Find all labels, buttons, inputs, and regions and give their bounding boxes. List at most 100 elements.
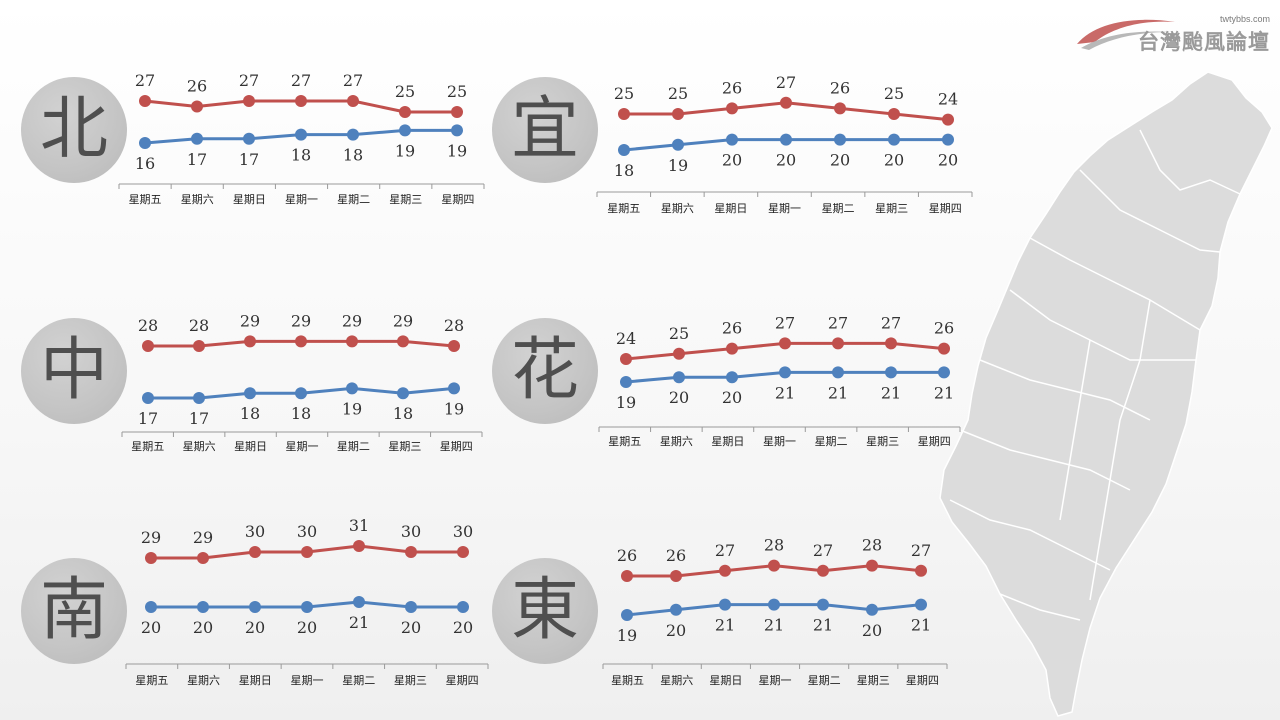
low-point-yilan	[726, 133, 738, 146]
low-point-hualien	[779, 366, 791, 379]
high-point-central	[193, 340, 205, 352]
low-value-label-central: 17	[138, 409, 158, 428]
high-point-south	[405, 546, 417, 558]
high-value-label-hualien: 27	[775, 313, 795, 332]
low-value-label-south: 20	[297, 618, 317, 637]
high-value-label-east: 26	[666, 546, 686, 565]
x-tick-label-central: 星期二	[337, 440, 370, 453]
x-tick-label-east: 星期一	[759, 674, 792, 687]
high-point-east	[866, 559, 878, 572]
high-value-label-south: 30	[297, 522, 317, 541]
low-point-south	[249, 601, 261, 613]
high-point-east	[719, 564, 731, 577]
high-point-south	[145, 552, 157, 564]
high-value-label-yilan: 25	[668, 84, 688, 103]
low-point-south	[405, 601, 417, 613]
x-tick-label-east: 星期五	[611, 674, 644, 687]
high-value-label-south: 29	[141, 528, 161, 547]
high-value-label-north: 27	[239, 71, 259, 90]
x-tick-label-central: 星期日	[234, 440, 267, 453]
high-value-label-east: 28	[862, 536, 882, 555]
high-value-label-south: 31	[349, 516, 369, 535]
x-tick-label-east: 星期二	[808, 674, 841, 687]
low-value-label-central: 18	[240, 404, 260, 423]
low-value-label-central: 17	[189, 409, 209, 428]
low-value-label-south: 21	[349, 613, 369, 632]
high-point-yilan	[834, 102, 846, 115]
low-point-yilan	[672, 138, 684, 151]
low-point-east	[621, 609, 633, 621]
x-tick-label-yilan: 星期五	[607, 202, 640, 215]
high-value-label-yilan: 26	[830, 78, 850, 97]
low-point-east	[768, 598, 780, 611]
high-value-label-central: 28	[444, 316, 464, 335]
x-tick-label-east: 星期日	[709, 674, 742, 687]
high-value-label-central: 29	[393, 311, 413, 330]
low-point-yilan	[618, 144, 630, 156]
region-label-central: 中	[39, 331, 108, 410]
x-tick-label-central: 星期六	[183, 440, 216, 453]
low-point-central	[346, 382, 358, 395]
low-value-label-central: 19	[444, 399, 464, 418]
x-tick-label-hualien: 星期一	[763, 435, 796, 448]
low-point-yilan	[888, 133, 900, 146]
low-point-south	[197, 601, 209, 613]
high-point-central	[346, 335, 358, 348]
low-point-south	[301, 601, 313, 613]
high-value-label-hualien: 27	[828, 313, 848, 332]
high-value-label-yilan: 27	[776, 73, 796, 92]
high-point-east	[817, 564, 829, 577]
high-value-label-south: 30	[401, 522, 421, 541]
low-point-east	[670, 603, 682, 616]
x-tick-label-yilan: 星期一	[768, 202, 801, 215]
brand-url: twtybbs.com	[1219, 14, 1270, 24]
low-value-label-central: 18	[393, 404, 413, 423]
x-tick-label-south: 星期日	[239, 674, 272, 687]
low-point-hualien	[726, 371, 738, 384]
high-value-label-south: 30	[245, 522, 265, 541]
low-value-label-central: 18	[291, 404, 311, 423]
x-tick-label-hualien: 星期六	[660, 435, 693, 448]
high-value-label-east: 27	[715, 541, 735, 560]
high-point-south	[197, 552, 209, 564]
high-value-label-central: 29	[342, 311, 362, 330]
high-value-label-yilan: 25	[614, 84, 634, 103]
low-value-label-north: 16	[135, 154, 155, 173]
county-borders	[949, 129, 1241, 621]
low-value-label-hualien: 21	[775, 383, 795, 402]
high-value-label-hualien: 26	[934, 319, 954, 338]
high-point-yilan	[618, 108, 630, 120]
low-value-label-hualien: 20	[722, 388, 742, 407]
high-value-label-central: 29	[240, 311, 260, 330]
high-point-north	[191, 100, 203, 113]
high-value-label-hualien: 25	[669, 324, 689, 343]
high-value-label-hualien: 27	[881, 313, 901, 332]
high-value-label-east: 28	[764, 536, 784, 555]
x-tick-label-central: 星期一	[286, 440, 319, 453]
high-value-label-east: 27	[911, 541, 931, 560]
high-value-label-central: 29	[291, 311, 311, 330]
low-value-label-north: 18	[291, 146, 311, 165]
low-value-label-north: 17	[239, 150, 259, 169]
x-tick-label-east: 星期四	[906, 674, 939, 687]
high-point-south	[457, 546, 469, 558]
high-value-label-hualien: 24	[616, 329, 636, 348]
x-tick-label-north: 星期四	[441, 193, 474, 206]
high-point-north	[451, 106, 463, 118]
high-point-east	[915, 564, 927, 577]
low-value-label-south: 20	[401, 618, 421, 637]
high-point-central	[448, 340, 460, 352]
x-tick-label-yilan: 星期日	[714, 202, 747, 215]
high-point-hualien	[726, 342, 738, 355]
low-value-label-yilan: 20	[722, 151, 742, 170]
high-point-south	[301, 546, 313, 558]
x-tick-label-south: 星期四	[446, 674, 479, 687]
high-value-label-north: 27	[135, 71, 155, 90]
high-point-north	[139, 95, 151, 107]
low-value-label-hualien: 21	[881, 383, 901, 402]
high-point-central	[244, 335, 256, 348]
low-point-north	[191, 132, 203, 145]
high-value-label-north: 27	[291, 71, 311, 90]
high-value-label-north: 25	[395, 82, 415, 101]
